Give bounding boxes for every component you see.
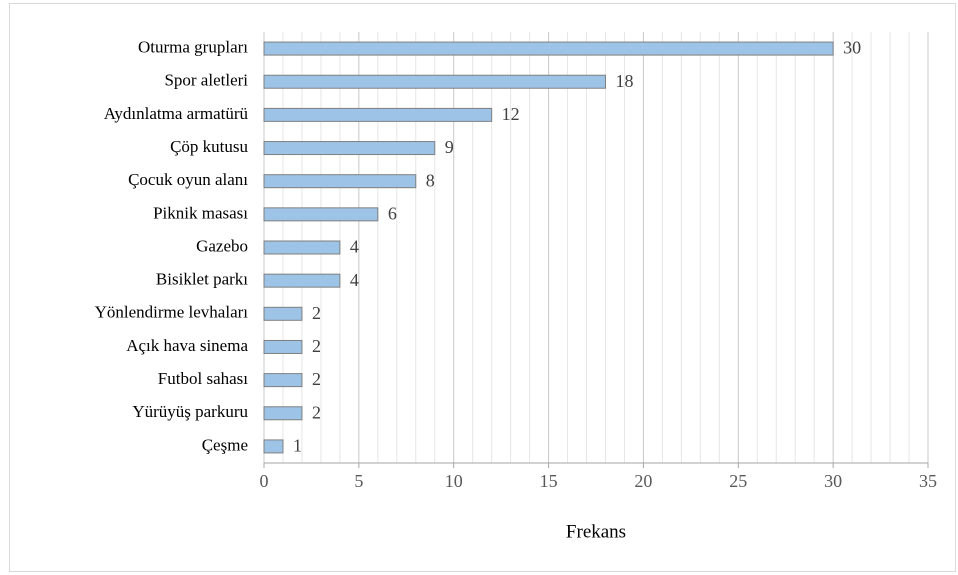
- y-tick-label: Futbol sahası: [158, 369, 248, 388]
- value-label: 18: [615, 71, 633, 91]
- x-tick-label: 15: [540, 471, 558, 491]
- bar: [263, 107, 493, 122]
- bar: [263, 339, 303, 354]
- y-tick-label: Piknik masası: [153, 203, 248, 222]
- value-label: 2: [312, 369, 321, 389]
- y-tick-label: Oturma grupları: [138, 37, 248, 56]
- value-label: 12: [502, 104, 520, 124]
- x-axis-label: Frekans: [566, 521, 626, 542]
- x-tick-label: 35: [919, 471, 937, 491]
- chart-frame: [9, 3, 956, 572]
- bar: [263, 373, 303, 388]
- y-tick-label: Spor aletleri: [164, 71, 248, 90]
- bar: [263, 41, 834, 56]
- bar: [263, 207, 379, 222]
- y-tick-label: Çocuk oyun alanı: [128, 170, 248, 189]
- bar: [263, 273, 341, 288]
- bar: [263, 141, 436, 156]
- value-label: 6: [388, 203, 397, 223]
- value-label: 8: [426, 170, 435, 190]
- value-label: 2: [312, 402, 321, 422]
- x-tick-label: 30: [824, 471, 842, 491]
- y-tick-label: Çeşme: [202, 435, 248, 454]
- y-tick-label: Açık hava sinema: [126, 336, 248, 355]
- value-label: 2: [312, 303, 321, 323]
- y-tick-label: Gazebo: [196, 236, 248, 255]
- x-tick-label: 5: [354, 471, 363, 491]
- x-tick-label: 0: [260, 471, 269, 491]
- y-tick-label: Aydınlatma armatürü: [104, 104, 249, 123]
- x-tick-label: 25: [729, 471, 747, 491]
- bar: [263, 306, 303, 321]
- value-label: 4: [350, 270, 359, 290]
- bar: [263, 174, 417, 189]
- bar: [263, 406, 303, 421]
- bar: [263, 74, 606, 89]
- value-label: 2: [312, 336, 321, 356]
- y-tick-label: Bisiklet parkı: [156, 270, 248, 289]
- y-tick-label: Çöp kutusu: [170, 137, 248, 156]
- value-label: 30: [843, 38, 861, 58]
- value-label: 1: [293, 436, 302, 456]
- x-tick-label: 10: [445, 471, 463, 491]
- y-tick-label: Yürüyüş parkuru: [132, 402, 248, 421]
- value-label: 9: [445, 137, 454, 157]
- x-tick-label: 20: [634, 471, 652, 491]
- bar: [263, 240, 341, 255]
- value-label: 4: [350, 237, 359, 257]
- y-tick-label: Yönlendirme levhaları: [95, 303, 249, 322]
- bar: [263, 439, 284, 454]
